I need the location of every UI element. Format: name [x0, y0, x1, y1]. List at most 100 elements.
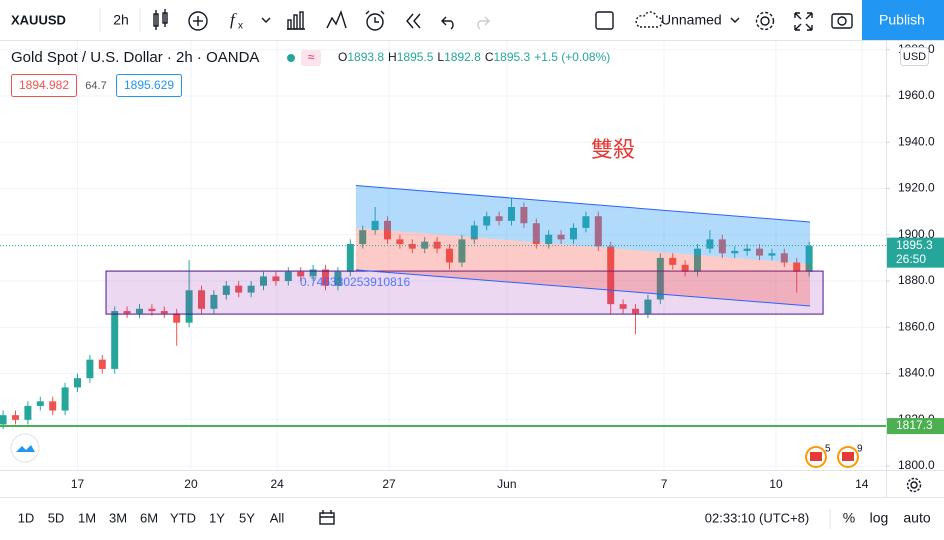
y-tick-label: 1960.0 [898, 88, 935, 102]
candle-body [619, 304, 627, 309]
last-price-label: 1895.3 [896, 238, 933, 252]
fx-icon[interactable]: f [230, 10, 237, 29]
cloud-icon [635, 11, 663, 28]
publish-button[interactable] [862, 0, 944, 40]
candle-body [247, 285, 255, 293]
checkbox[interactable] [595, 11, 614, 30]
candle-body [446, 248, 454, 263]
range-button[interactable]: All [270, 510, 285, 525]
candle-body [297, 271, 305, 277]
bar-chart-icon[interactable] [287, 11, 305, 30]
log-toggle[interactable]: log [870, 510, 889, 526]
change: +1.5 (+0.08%) [534, 50, 610, 64]
candle-body [669, 257, 677, 265]
candle-body [98, 359, 106, 369]
event-count: 9 [857, 444, 863, 455]
settings-icon[interactable] [755, 11, 775, 31]
x-tick-label: 20 [184, 477, 198, 491]
candle-body [483, 216, 491, 226]
x-tick-label: 24 [270, 477, 284, 491]
candle-body [359, 230, 367, 245]
candle-body [731, 250, 739, 254]
layout-name[interactable]: Unnamed [661, 12, 722, 28]
undo-icon[interactable] [441, 16, 454, 30]
logo[interactable] [10, 433, 40, 463]
candles-icon[interactable] [153, 9, 168, 30]
currency-box[interactable] [900, 47, 929, 66]
time-axis: 17 20 24 27 Jun 7 10 14 [71, 477, 869, 491]
drawings [0, 184, 886, 428]
range-button[interactable]: 5Y [239, 510, 255, 525]
candle-body [520, 207, 528, 224]
range-button[interactable]: 6M [140, 510, 158, 525]
ohlc-value: 1895.5 [397, 50, 434, 64]
candle-body [123, 311, 131, 314]
hline-price-label: 1817.3 [896, 418, 933, 432]
interval[interactable]: 2h [113, 12, 129, 28]
range-button[interactable]: 1Y [209, 510, 225, 525]
channel-lower[interactable] [355, 228, 811, 307]
candle-body [644, 299, 652, 314]
event-flag [842, 452, 854, 461]
candle-body [421, 241, 429, 249]
date-range-icon[interactable] [319, 510, 335, 525]
candles [0, 197, 813, 430]
candle-body [309, 269, 317, 277]
replay-icon[interactable] [406, 13, 421, 29]
candle-body [198, 290, 206, 309]
x-tick-label: 17 [71, 477, 85, 491]
compare-icon[interactable] [326, 9, 347, 29]
y-tick-label: 1880.0 [898, 273, 935, 287]
event-flag [810, 452, 822, 461]
candle-body [594, 216, 602, 247]
candle-body [656, 257, 664, 300]
range-button[interactable]: 1D [18, 510, 35, 525]
fullscreen-icon[interactable] [794, 12, 813, 31]
ohlc-value: 1892.8 [444, 50, 481, 64]
candle-body [371, 220, 379, 231]
snapshot-icon[interactable] [831, 13, 853, 29]
auto-toggle[interactable]: auto [903, 510, 930, 526]
candle-body [210, 294, 218, 309]
range-button[interactable]: 1M [78, 510, 96, 525]
grid [0, 40, 886, 470]
symbol[interactable]: XAUUSD [11, 12, 66, 27]
candle-body [61, 387, 69, 411]
annotation-text[interactable]: 雙殺 [591, 137, 635, 162]
ohlc-key: O [338, 50, 347, 64]
candle-body [346, 244, 354, 272]
channel-line[interactable] [355, 184, 811, 223]
indicator-add-icon[interactable] [188, 11, 208, 31]
alert-icon[interactable] [365, 10, 385, 31]
market-status [287, 54, 295, 62]
channel-upper[interactable] [355, 185, 811, 264]
chevron[interactable] [730, 17, 740, 23]
ohlc-key: H [388, 50, 397, 64]
candle-body [545, 234, 553, 245]
range-button[interactable]: YTD [170, 510, 196, 525]
redo-icon [477, 16, 490, 30]
ask-box[interactable] [116, 74, 182, 97]
clock[interactable]: 02:33:10 (UTC+8) [705, 510, 809, 525]
bid-box[interactable] [11, 74, 77, 97]
series-title: Gold Spot / U.S. Dollar · 2h · OANDA [11, 49, 259, 66]
event-count: 5 [825, 444, 831, 455]
currency: USD [903, 51, 926, 63]
candle-body [780, 253, 788, 263]
percent-toggle[interactable]: % [843, 510, 855, 526]
countdown: 26:50 [896, 252, 926, 266]
candle-body [322, 269, 330, 286]
chevron[interactable] [261, 17, 271, 23]
ohlc-key: L [437, 50, 444, 64]
candle-body [260, 276, 268, 286]
candle-body [222, 285, 230, 295]
axis-settings-icon[interactable] [906, 477, 922, 493]
channel-line[interactable] [355, 269, 811, 307]
range-button[interactable]: 5D [48, 510, 65, 525]
x-tick-label: 27 [382, 477, 396, 491]
candle-body [86, 359, 94, 379]
range-button[interactable]: 3M [109, 510, 127, 525]
y-tick-label: 1920.0 [898, 181, 935, 195]
ohlc-value: 1893.8 [347, 50, 384, 64]
